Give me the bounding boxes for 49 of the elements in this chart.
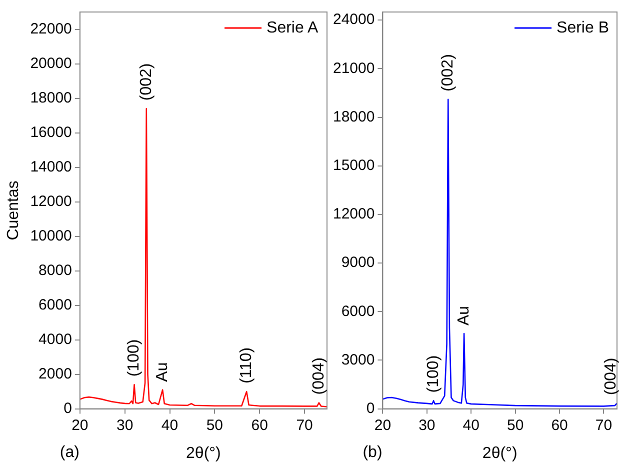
annotation: Au [154, 362, 171, 382]
y-tick-label: 18000 [30, 89, 72, 106]
text: (b) [362, 444, 382, 461]
x-tick-label: 50 [506, 416, 524, 434]
x-tick-label: 50 [206, 416, 224, 434]
x-tick-label: 60 [551, 416, 568, 434]
x-tick-label: 40 [462, 416, 480, 434]
x-tick-label: 20 [72, 416, 88, 434]
y-tick-label: 2000 [38, 365, 72, 382]
y-tick-label: 21000 [332, 60, 375, 77]
x-tick-label: 30 [418, 416, 436, 434]
annotation: (004) [602, 358, 619, 396]
x-tick-label: 20 [374, 416, 392, 434]
x-tick-label: 60 [251, 416, 268, 434]
y-tick-label: 3000 [341, 351, 375, 368]
y-tick-label: 9000 [341, 254, 375, 272]
annotation: (004) [310, 357, 328, 395]
x-tick-label: 70 [296, 416, 313, 434]
legend-label: Serie A [266, 19, 318, 36]
annotation: (110) [238, 347, 255, 384]
y-axis-title: Cuentas [5, 180, 22, 240]
y-tick-label: 6000 [38, 296, 72, 314]
y-tick-label: 14000 [30, 158, 72, 176]
y-tick-label: 12000 [332, 206, 375, 223]
annotation: (100) [424, 355, 442, 393]
y-tick-label: 15000 [332, 157, 375, 174]
annotation: Au [455, 306, 472, 326]
y-tick-label: 12000 [30, 192, 72, 210]
y-tick-label: 22000 [30, 20, 72, 38]
text: (a) [60, 444, 80, 461]
y-tick-label: 4000 [38, 330, 72, 348]
x-axis-title: 2θ(°) [482, 444, 518, 462]
y-tick-label: 16000 [30, 124, 72, 141]
x-tick-label: 30 [116, 416, 134, 434]
x-tick-label: 70 [595, 416, 612, 434]
legend-label: Serie B [556, 19, 609, 36]
y-tick-label: 8000 [38, 262, 72, 279]
annotation: (002) [440, 54, 457, 92]
y-tick-label: 6000 [341, 302, 375, 320]
annotation: (100) [126, 339, 143, 377]
annotation: (002) [138, 63, 155, 101]
y-tick-label: 24000 [332, 11, 375, 28]
y-tick-label: 0 [64, 400, 72, 417]
y-tick-label: 0 [366, 400, 375, 417]
x-tick-label: 40 [161, 416, 178, 434]
y-tick-label: 20000 [30, 54, 72, 72]
y-tick-label: 18000 [332, 108, 375, 126]
x-axis-title: 2θ(°) [186, 444, 221, 462]
y-tick-label: 10000 [30, 227, 72, 244]
